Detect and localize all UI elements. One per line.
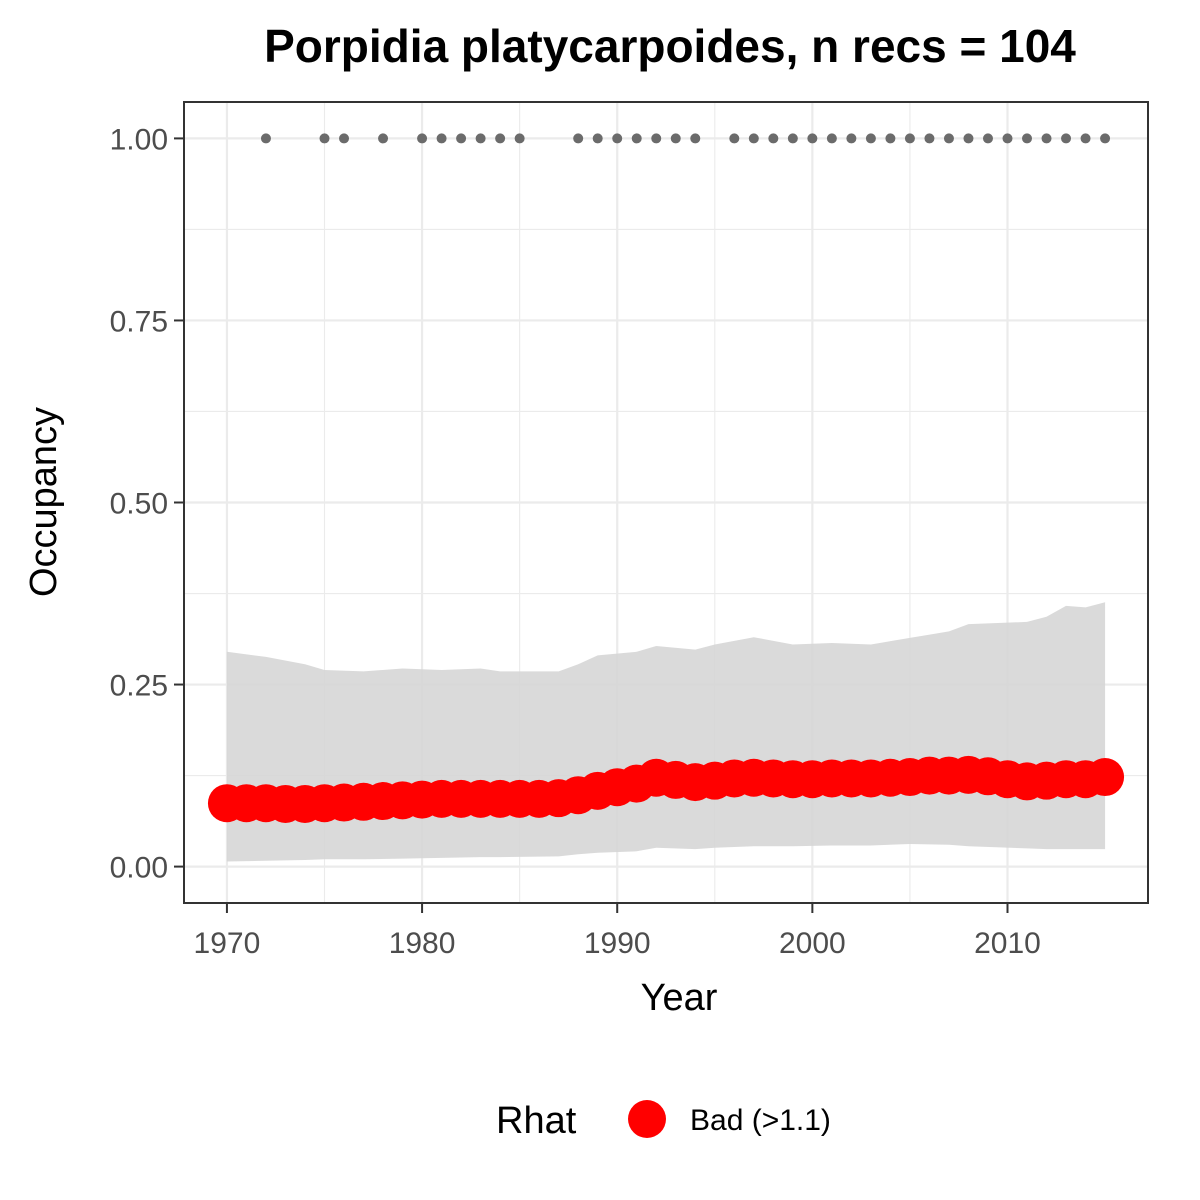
detection-point-1982 [456, 133, 467, 144]
x-tick-label: 1980 [389, 927, 456, 960]
detection-point-1996 [729, 133, 740, 144]
x-tick-label: 1990 [584, 927, 651, 960]
detection-point-1997 [748, 133, 759, 144]
detection-point-1993 [670, 133, 681, 144]
detection-point-2004 [885, 133, 896, 144]
series-point-2015 [1086, 758, 1125, 797]
detection-point-2015 [1100, 133, 1111, 144]
legend-title: Rhat [496, 1100, 577, 1142]
detection-point-2012 [1041, 133, 1052, 144]
chart-title: Porpidia platycarpoides, n recs = 104 [264, 20, 1076, 72]
detection-point-1999 [787, 133, 798, 144]
detection-point-1981 [436, 133, 447, 144]
detection-point-2005 [904, 133, 915, 144]
x-tick-label: 2000 [779, 927, 846, 960]
detection-point-1984 [495, 133, 506, 144]
detection-point-1980 [417, 133, 428, 144]
detection-point-2007 [943, 133, 954, 144]
x-tick-label: 1970 [194, 927, 261, 960]
detection-point-1983 [475, 133, 486, 144]
detection-point-1988 [573, 133, 584, 144]
detection-point-2013 [1061, 133, 1072, 144]
detection-point-2000 [807, 133, 818, 144]
detection-point-1990 [612, 133, 623, 144]
detection-point-1976 [339, 133, 350, 144]
y-tick-label: 1.00 [110, 123, 168, 156]
detection-points [260, 133, 1111, 144]
detection-point-2001 [826, 133, 837, 144]
x-axis-title: Year [641, 977, 718, 1019]
y-axis: 0.00 0.25 0.50 0.75 1.00 [110, 123, 184, 885]
detection-point-1972 [260, 133, 271, 144]
legend-label-bad: Bad (>1.1) [690, 1104, 831, 1137]
detection-point-2008 [963, 133, 974, 144]
detection-point-1998 [768, 133, 779, 144]
detection-point-1985 [514, 133, 525, 144]
x-axis: 1970 1980 1990 2000 2010 [194, 903, 1041, 960]
detection-point-1989 [592, 133, 603, 144]
y-tick-label: 0.25 [110, 670, 168, 703]
detection-point-2010 [1002, 133, 1013, 144]
detection-point-1994 [690, 133, 701, 144]
detection-point-1992 [651, 133, 662, 144]
detection-point-2006 [924, 133, 935, 144]
detection-point-2003 [865, 133, 876, 144]
y-tick-label: 0.75 [110, 305, 168, 338]
y-axis-title: Occupancy [23, 407, 65, 597]
x-tick-label: 2010 [974, 927, 1041, 960]
legend-key-bad [628, 1100, 666, 1138]
detection-point-1978 [378, 133, 389, 144]
occupancy-series [207, 755, 1125, 823]
detection-point-1975 [319, 133, 330, 144]
y-tick-label: 0.00 [110, 852, 168, 885]
detection-point-2014 [1080, 133, 1091, 144]
detection-point-2002 [846, 133, 857, 144]
detection-point-2011 [1022, 133, 1033, 144]
legend: Rhat Bad (>1.1) [496, 1100, 831, 1142]
y-tick-label: 0.50 [110, 488, 168, 521]
detection-point-2009 [982, 133, 993, 144]
detection-point-1991 [631, 133, 642, 144]
